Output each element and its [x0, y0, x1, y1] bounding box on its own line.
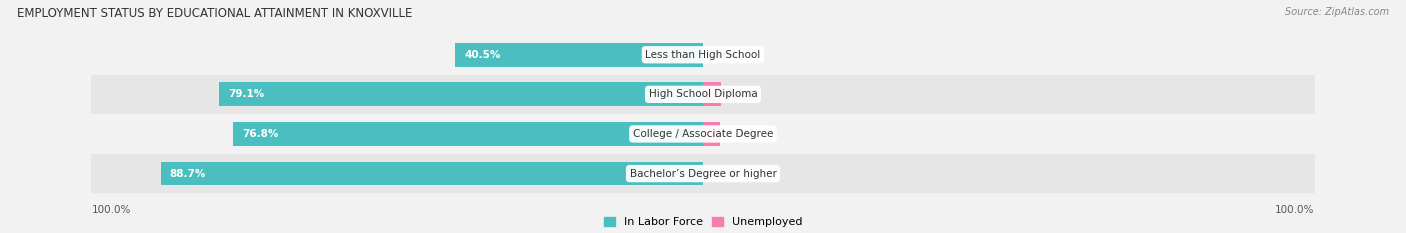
Legend: In Labor Force, Unemployed: In Labor Force, Unemployed: [603, 217, 803, 227]
Text: Source: ZipAtlas.com: Source: ZipAtlas.com: [1285, 7, 1389, 17]
Text: 0.0%: 0.0%: [707, 169, 737, 178]
Text: EMPLOYMENT STATUS BY EDUCATIONAL ATTAINMENT IN KNOXVILLE: EMPLOYMENT STATUS BY EDUCATIONAL ATTAINM…: [17, 7, 412, 20]
Bar: [91, 114, 1315, 154]
Bar: [91, 75, 1315, 114]
Text: 2.9%: 2.9%: [725, 89, 755, 99]
Text: 79.1%: 79.1%: [228, 89, 264, 99]
Text: Less than High School: Less than High School: [645, 50, 761, 60]
Text: 2.8%: 2.8%: [725, 129, 754, 139]
Text: College / Associate Degree: College / Associate Degree: [633, 129, 773, 139]
Bar: [219, 82, 703, 106]
Bar: [91, 154, 1315, 193]
Text: 100.0%: 100.0%: [91, 205, 131, 215]
Text: 0.0%: 0.0%: [707, 50, 737, 60]
Text: 88.7%: 88.7%: [170, 169, 207, 178]
Bar: [703, 82, 721, 106]
Text: 100.0%: 100.0%: [1275, 205, 1315, 215]
Bar: [233, 122, 703, 146]
Text: 40.5%: 40.5%: [464, 50, 501, 60]
Text: 76.8%: 76.8%: [242, 129, 278, 139]
Text: High School Diploma: High School Diploma: [648, 89, 758, 99]
Bar: [456, 43, 703, 67]
Bar: [160, 162, 703, 185]
Bar: [91, 35, 1315, 75]
Text: Bachelor’s Degree or higher: Bachelor’s Degree or higher: [630, 169, 776, 178]
Bar: [703, 122, 720, 146]
